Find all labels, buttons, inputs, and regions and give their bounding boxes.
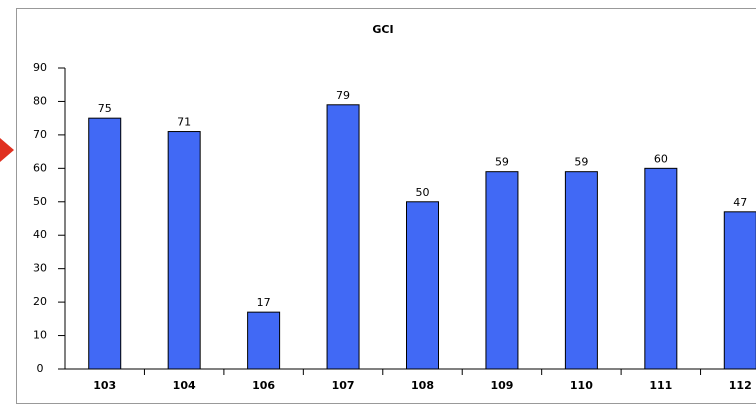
x-tick-label: 112 bbox=[729, 379, 752, 392]
data-label: 60 bbox=[654, 152, 668, 165]
x-tick-label: 103 bbox=[93, 379, 116, 392]
x-tick-label: 108 bbox=[411, 379, 434, 392]
x-tick-label: 104 bbox=[173, 379, 196, 392]
pointer-arrow bbox=[0, 138, 14, 162]
y-tick-label: 30 bbox=[33, 262, 47, 275]
y-tick-label: 10 bbox=[33, 329, 47, 342]
bar bbox=[406, 201, 439, 370]
data-label: 59 bbox=[495, 156, 509, 169]
bar bbox=[88, 117, 122, 370]
y-tick-label: 50 bbox=[33, 195, 47, 208]
y-tick-label: 80 bbox=[33, 94, 47, 107]
y-tick-label: 90 bbox=[33, 61, 47, 74]
y-tick-label: 70 bbox=[33, 128, 47, 141]
bar bbox=[723, 211, 756, 370]
y-tick-label: 0 bbox=[37, 362, 44, 375]
data-label: 71 bbox=[177, 116, 191, 129]
y-tick-label: 40 bbox=[33, 228, 47, 241]
bar bbox=[167, 131, 201, 370]
x-tick-label: 111 bbox=[649, 379, 672, 392]
bar bbox=[326, 104, 360, 370]
x-tick-label: 110 bbox=[570, 379, 593, 392]
chart-frame bbox=[16, 8, 756, 404]
bar bbox=[485, 171, 519, 370]
data-label: 17 bbox=[257, 296, 271, 309]
chart-title: GCI bbox=[372, 23, 393, 36]
y-tick-label: 20 bbox=[33, 295, 47, 308]
x-tick-label: 106 bbox=[252, 379, 275, 392]
data-label: 47 bbox=[733, 196, 747, 209]
x-tick-label: 109 bbox=[490, 379, 513, 392]
data-label: 79 bbox=[336, 89, 350, 102]
data-label: 75 bbox=[98, 102, 112, 115]
data-label: 59 bbox=[574, 156, 588, 169]
bar bbox=[644, 167, 678, 370]
bar bbox=[564, 171, 598, 370]
x-tick-label: 107 bbox=[332, 379, 355, 392]
data-label: 50 bbox=[416, 186, 430, 199]
bar bbox=[247, 311, 281, 370]
y-tick-label: 60 bbox=[33, 161, 47, 174]
